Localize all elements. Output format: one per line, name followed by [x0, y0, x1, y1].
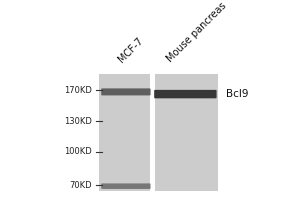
- Text: MCF-7: MCF-7: [116, 35, 145, 64]
- Bar: [100, 74, 218, 191]
- Text: Mouse pancreas: Mouse pancreas: [165, 1, 229, 64]
- Text: Bcl9: Bcl9: [226, 89, 248, 99]
- FancyBboxPatch shape: [154, 90, 217, 98]
- Text: 70KD: 70KD: [69, 181, 92, 190]
- Text: 100KD: 100KD: [64, 147, 92, 156]
- Text: 130KD: 130KD: [64, 117, 92, 126]
- Text: 170KD: 170KD: [64, 86, 92, 95]
- FancyBboxPatch shape: [101, 88, 151, 95]
- FancyBboxPatch shape: [101, 183, 151, 189]
- Bar: [150, 74, 155, 191]
